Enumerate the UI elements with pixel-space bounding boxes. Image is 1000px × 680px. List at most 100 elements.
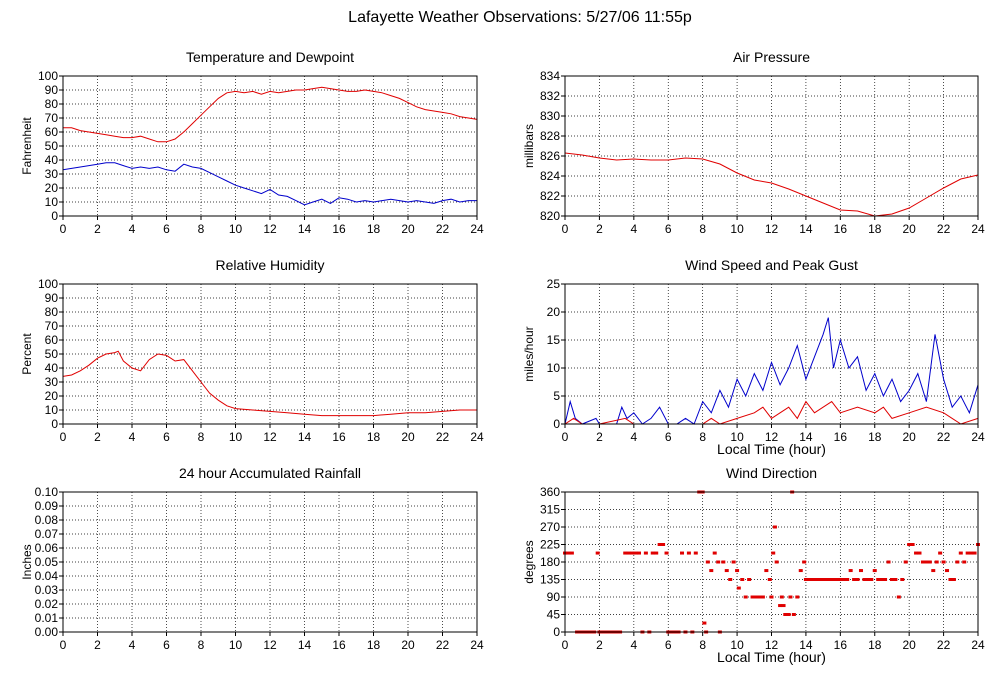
rain-xtick-label: 12 xyxy=(263,638,277,652)
rain-xtick-label: 18 xyxy=(367,638,381,652)
temp-ytick-label: 10 xyxy=(45,195,59,209)
direction-point xyxy=(786,613,791,616)
direction-point xyxy=(693,551,698,555)
wind-ytick-label: 10 xyxy=(547,361,561,375)
direction-ytick-label: 90 xyxy=(547,590,561,604)
direction-point xyxy=(824,578,829,581)
direction-point xyxy=(724,569,729,573)
rain-xtick-label: 10 xyxy=(229,638,243,652)
temp-ytick-label: 40 xyxy=(45,153,59,167)
direction-xtick-label: 10 xyxy=(730,638,744,652)
direction-point xyxy=(972,551,977,555)
rain-title: 24 hour Accumulated Rainfall xyxy=(179,465,361,481)
direction-point xyxy=(764,569,769,573)
direction-title: Wind Direction xyxy=(726,465,817,481)
wind-ytick-label: 25 xyxy=(547,277,561,291)
pressure-plot-frame xyxy=(564,75,979,217)
direction-point xyxy=(807,578,812,581)
rain-xtick-label: 0 xyxy=(60,638,67,652)
direction-point xyxy=(636,551,641,555)
rain-ytick-label: 0.00 xyxy=(35,625,59,639)
humidity-xtick-label: 22 xyxy=(436,430,450,444)
humidity-title: Relative Humidity xyxy=(216,257,325,273)
direction-point xyxy=(771,551,776,555)
wind-xtick-label: 2 xyxy=(596,430,603,444)
direction-point xyxy=(896,595,901,599)
humidity-ytick-label: 90 xyxy=(45,291,59,305)
humidity-ytick-label: 80 xyxy=(45,305,59,319)
direction-point xyxy=(783,613,788,616)
humidity-ytick-label: 20 xyxy=(45,389,59,403)
pressure-ylabel: millibars xyxy=(522,124,536,168)
direction-point xyxy=(900,578,905,581)
direction-ylabel: degrees xyxy=(522,540,536,583)
humidity-ytick-label: 40 xyxy=(45,361,59,375)
humidity-ytick-label: 70 xyxy=(45,319,59,333)
direction-ytick-label: 180 xyxy=(540,555,560,569)
humidity-xtick-label: 16 xyxy=(332,430,346,444)
direction-point xyxy=(879,578,884,581)
direction-point xyxy=(886,560,891,564)
direction-xtick-label: 20 xyxy=(902,638,916,652)
direction-point xyxy=(798,569,803,573)
direction-xtick-label: 8 xyxy=(699,638,706,652)
direction-xtick-label: 18 xyxy=(868,638,882,652)
humidity-xtick-label: 0 xyxy=(60,430,67,444)
humidity-xtick-label: 24 xyxy=(470,430,484,444)
wind-title: Wind Speed and Peak Gust xyxy=(685,257,858,273)
direction-point xyxy=(948,578,953,581)
pressure-ytick-label: 824 xyxy=(540,169,560,183)
humidity-plot-frame xyxy=(62,283,478,425)
direction-point xyxy=(934,560,939,564)
direction-point xyxy=(848,569,853,573)
humidity-xtick-label: 12 xyxy=(263,430,277,444)
temp-xtick-label: 22 xyxy=(436,222,450,236)
direction-point xyxy=(778,604,783,608)
direction-point xyxy=(941,560,946,564)
direction-point xyxy=(728,578,733,581)
direction-point xyxy=(810,578,815,581)
humidity-xtick-label: 2 xyxy=(94,430,101,444)
direction-point xyxy=(855,578,860,581)
direction-point xyxy=(938,551,943,555)
temp-xtick-label: 16 xyxy=(332,222,346,236)
direction-point xyxy=(914,551,919,555)
rain-ytick-label: 0.10 xyxy=(35,485,59,499)
direction-point xyxy=(743,595,748,599)
direction-point xyxy=(791,613,796,616)
direction-point xyxy=(795,595,800,599)
direction-point xyxy=(731,560,736,564)
direction-xlabel: Local Time (hour) xyxy=(717,649,826,665)
direction-point xyxy=(650,551,655,555)
pressure-xtick-label: 6 xyxy=(665,222,672,236)
direction-point xyxy=(736,586,741,590)
direction-point xyxy=(721,560,726,564)
wind-xtick-label: 20 xyxy=(902,430,916,444)
direction-point xyxy=(657,543,662,546)
direction-point xyxy=(623,551,628,555)
wind-series-line-0 xyxy=(564,317,979,425)
direction-point xyxy=(828,578,833,581)
direction-point xyxy=(869,578,874,581)
direction-ytick-label: 360 xyxy=(540,485,560,499)
temp-ytick-label: 20 xyxy=(45,181,59,195)
direction-point xyxy=(569,551,574,555)
humidity-series-line-0 xyxy=(62,350,477,417)
direction-point xyxy=(945,569,950,573)
direction-point xyxy=(803,578,808,581)
direction-point xyxy=(633,551,638,555)
rain-ytick-label: 0.08 xyxy=(35,513,59,527)
rain-ytick-label: 0.01 xyxy=(35,611,59,625)
direction-point xyxy=(965,551,970,555)
wind-xtick-label: 0 xyxy=(562,430,569,444)
direction-point xyxy=(876,578,881,581)
pressure-xtick-label: 22 xyxy=(937,222,951,236)
rain-ytick-label: 0.06 xyxy=(35,541,59,555)
humidity-ytick-label: 50 xyxy=(45,347,59,361)
direction-point xyxy=(917,551,922,555)
temp-ytick-label: 70 xyxy=(45,111,59,125)
direction-point xyxy=(702,621,707,625)
temp-ytick-label: 80 xyxy=(45,97,59,111)
direction-ytick-label: 135 xyxy=(540,573,560,587)
temp-xtick-label: 2 xyxy=(94,222,101,236)
